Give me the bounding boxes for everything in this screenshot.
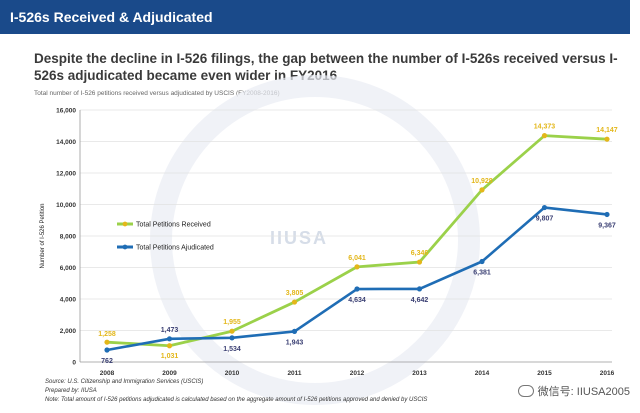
data-label-adjudicated: 6,381 (473, 269, 491, 276)
data-label-adjudicated: 4,634 (348, 297, 366, 304)
data-point (166, 336, 173, 342)
x-tick-label: 2012 (350, 370, 365, 377)
x-tick-label: 2009 (162, 370, 177, 377)
wechat-icon (517, 385, 534, 397)
source-note: Source: U.S. Citizenship and Immigration… (45, 379, 204, 385)
wechat-badge: 微信号: IIUSA2005 (517, 383, 630, 399)
data-point (229, 328, 235, 334)
data-point (291, 328, 298, 334)
data-point (541, 133, 548, 139)
data-point (291, 299, 298, 305)
y-tick-label: 4,000 (60, 297, 77, 304)
data-point (604, 136, 610, 142)
y-tick-label: 14,000 (56, 139, 76, 146)
data-point (166, 343, 173, 349)
data-point (541, 204, 548, 211)
data-label-adjudicated: 9,807 (536, 216, 554, 223)
data-label-received: 10,928 (471, 178, 493, 185)
x-tick-label: 2013 (412, 370, 427, 377)
x-tick-label: 2015 (537, 370, 552, 377)
prepared-note: Prepared by: IIUSA (45, 388, 97, 394)
footnote: Note: Total amount of I-526 petitions ad… (45, 397, 428, 403)
data-label-received: 1,258 (98, 331, 116, 338)
banner-title: I-526s Received & Adjudicated (0, 0, 630, 34)
data-label-received: 6,041 (348, 255, 366, 262)
data-label-adjudicated: 1,943 (286, 339, 304, 346)
x-tick-label: 2008 (100, 370, 115, 377)
x-tick-label: 2011 (287, 370, 301, 377)
legend-label: Total Petitions Ajudicated (136, 245, 214, 252)
legend-marker (122, 221, 128, 227)
data-point (104, 347, 110, 353)
data-point (354, 264, 360, 270)
y-tick-label: 2,000 (60, 328, 77, 335)
watermark-text: IIUSA (270, 228, 329, 248)
y-tick-label: 10,000 (56, 202, 76, 209)
data-label-received: 14,147 (596, 127, 618, 134)
y-tick-label: 12,000 (56, 171, 76, 178)
data-label-adjudicated: 4,642 (411, 297, 429, 304)
data-point (416, 259, 423, 265)
data-label-received: 1,031 (161, 353, 179, 360)
data-point (479, 187, 485, 193)
x-tick-label: 2016 (600, 370, 615, 377)
y-tick-label: 16,000 (56, 108, 76, 115)
data-point (604, 211, 610, 218)
series-line-0 (106, 134, 608, 348)
y-tick-label: 0 (72, 360, 76, 367)
data-point (104, 339, 110, 345)
y-axis-title: Number of I-526 Petition (40, 203, 46, 268)
data-point (479, 258, 485, 265)
chart-notes: Source: U.S. Citizenship and Immigration… (45, 378, 427, 405)
data-label-adjudicated: 1,473 (161, 327, 179, 334)
legend-marker (122, 244, 128, 250)
chart-title: Total number of I-526 petitions received… (34, 90, 280, 97)
data-point (354, 286, 360, 292)
y-tick-label: 8,000 (60, 234, 77, 241)
data-label-received: 3,805 (286, 290, 304, 297)
x-tick-label: 2010 (225, 370, 240, 377)
data-label-adjudicated: 1,534 (223, 346, 241, 353)
data-label-received: 1,955 (223, 319, 241, 326)
data-label-adjudicated: 9,367 (598, 222, 616, 229)
data-point (229, 335, 235, 341)
data-label-received: 6,346 (411, 250, 429, 257)
headline: Despite the decline in I-526 filings, th… (34, 51, 618, 83)
y-tick-label: 6,000 (60, 265, 77, 272)
wechat-label: 微信号: IIUSA2005 (537, 386, 630, 398)
data-label-received: 14,373 (534, 124, 556, 131)
series-line-1 (106, 206, 608, 352)
x-tick-label: 2014 (475, 370, 490, 377)
data-label-adjudicated: 762 (101, 358, 113, 365)
data-point (416, 286, 423, 292)
legend-label: Total Petitions Received (136, 222, 211, 229)
